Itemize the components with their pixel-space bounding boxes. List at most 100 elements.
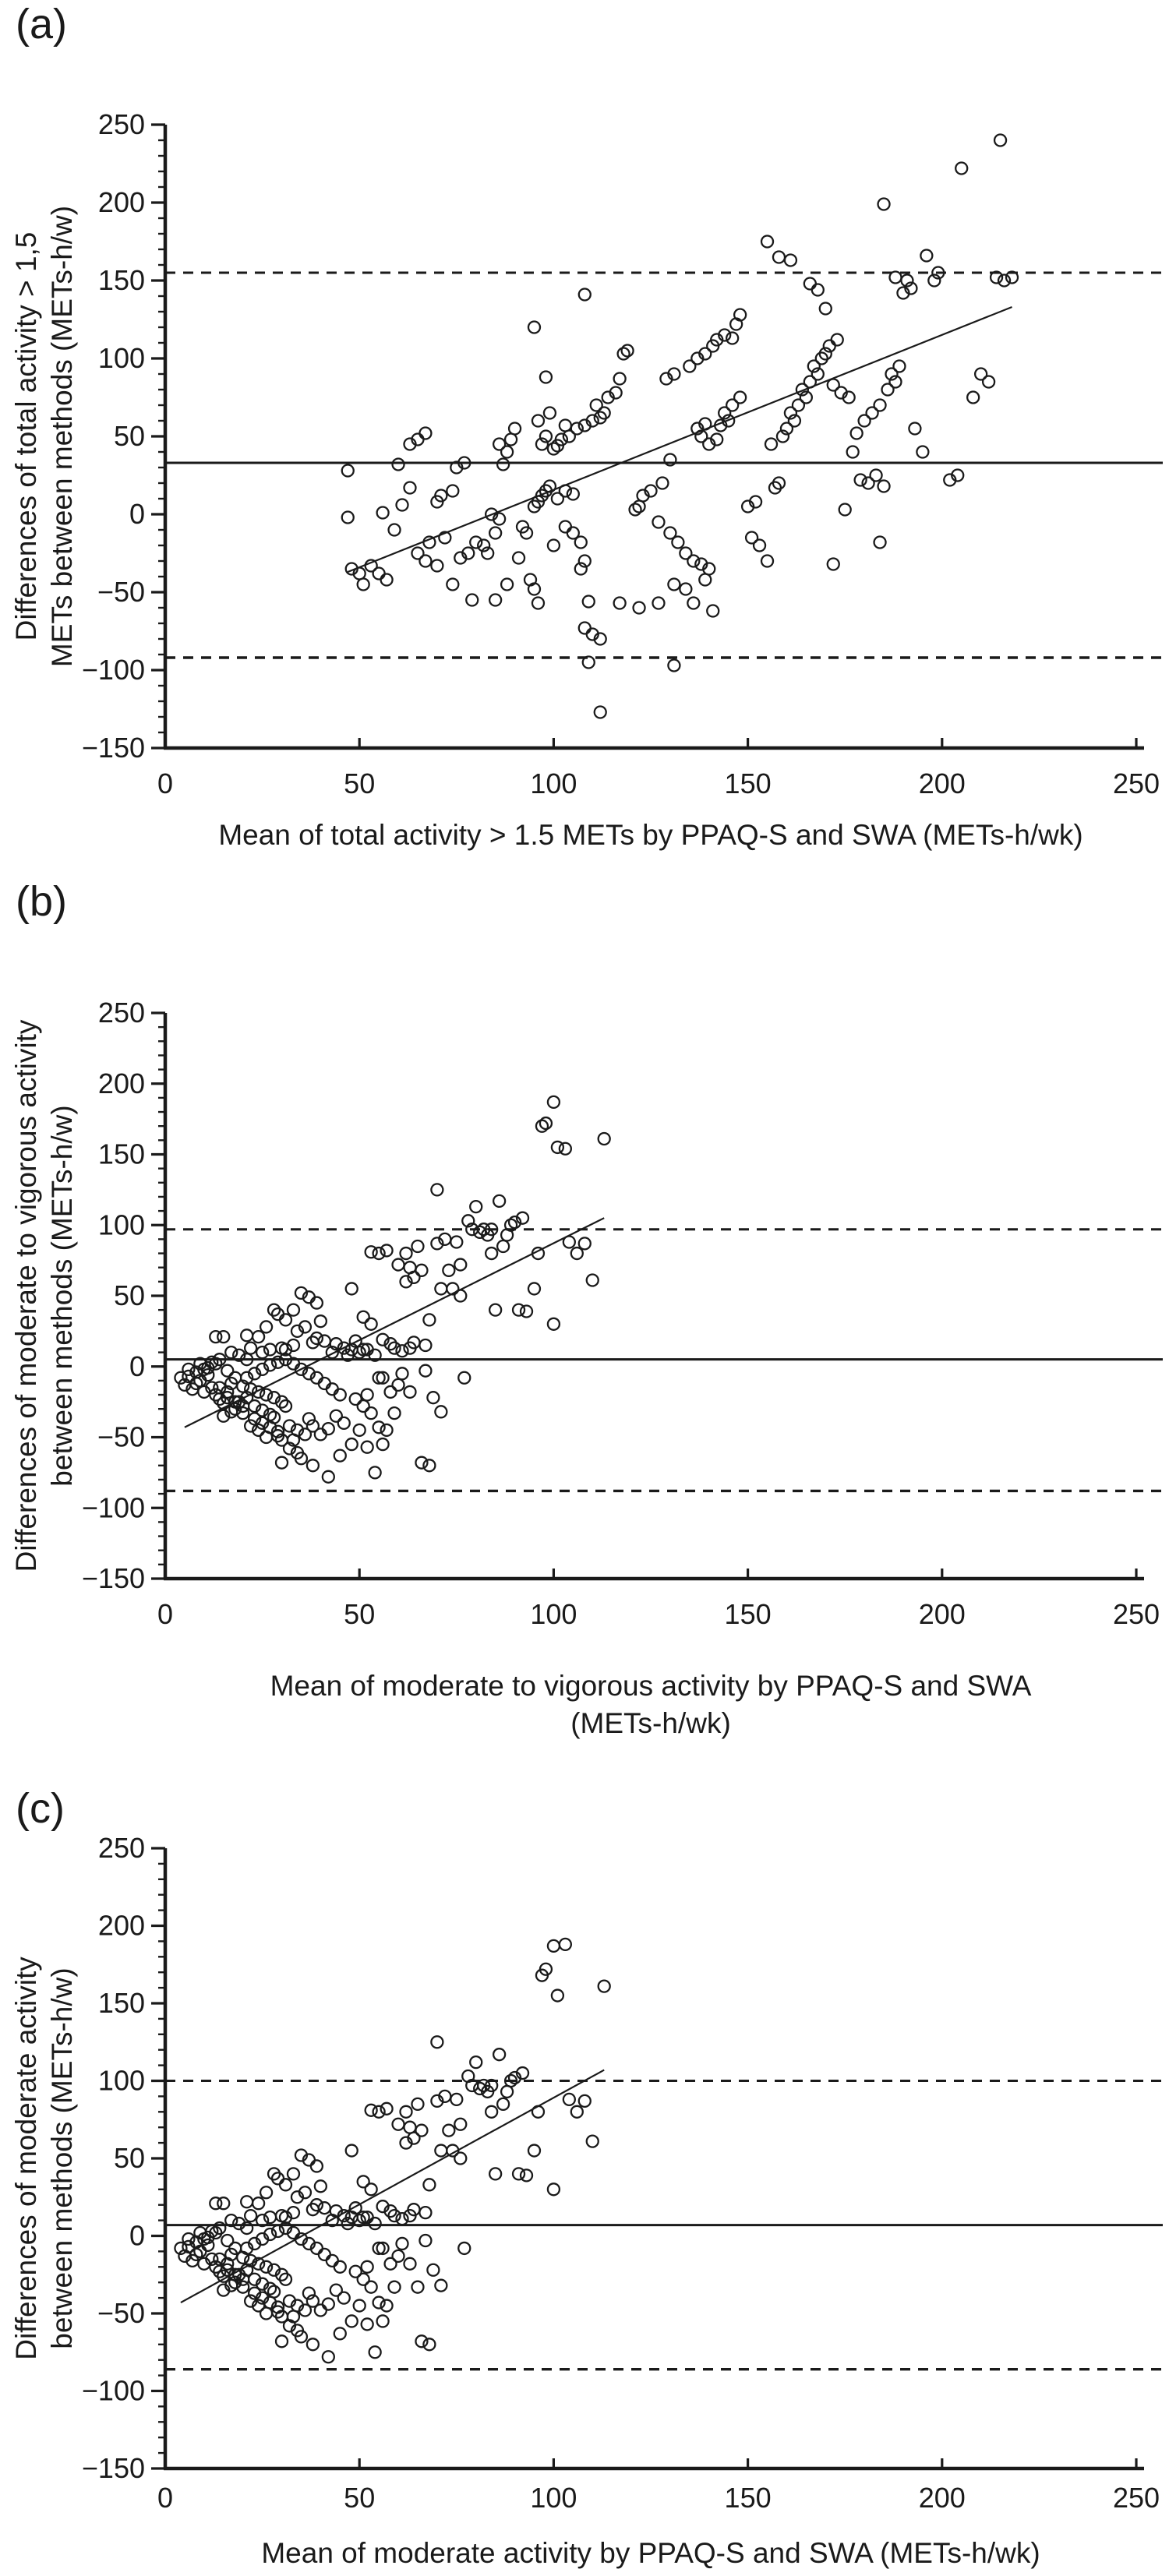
data-point bbox=[450, 2092, 464, 2107]
data-point bbox=[243, 1341, 258, 1355]
data-point bbox=[395, 2211, 409, 2226]
panel-c-y-tick-label: 200 bbox=[98, 1910, 145, 1942]
data-point bbox=[726, 331, 740, 345]
data-point bbox=[274, 1456, 289, 1470]
data-point bbox=[387, 2208, 401, 2223]
data-point bbox=[364, 1317, 378, 1331]
data-point bbox=[317, 2201, 331, 2215]
data-point bbox=[267, 1410, 281, 1424]
data-point bbox=[546, 1939, 561, 1953]
data-point bbox=[403, 481, 417, 495]
data-point bbox=[535, 437, 549, 451]
data-point bbox=[395, 498, 409, 512]
data-point bbox=[356, 577, 370, 591]
data-point bbox=[224, 1405, 238, 1419]
data-point bbox=[492, 437, 507, 451]
data-point bbox=[294, 1286, 309, 1300]
data-point bbox=[387, 1341, 401, 1355]
data-point bbox=[368, 2216, 382, 2231]
data-point bbox=[718, 328, 732, 342]
data-point bbox=[290, 2324, 305, 2338]
data-point bbox=[380, 2101, 394, 2115]
data-point bbox=[473, 1225, 487, 1239]
data-point bbox=[376, 2314, 390, 2328]
panel-b-y-tick-label: 150 bbox=[98, 1138, 145, 1170]
data-point bbox=[344, 2314, 358, 2328]
data-point bbox=[997, 273, 1012, 288]
data-point bbox=[313, 2179, 328, 2193]
data-point bbox=[263, 1343, 277, 1357]
data-point bbox=[205, 1381, 219, 1395]
data-point bbox=[442, 1263, 456, 1277]
data-point bbox=[415, 1263, 429, 1277]
data-point bbox=[286, 1303, 301, 1317]
data-point bbox=[955, 161, 969, 175]
data-point bbox=[221, 1391, 235, 1405]
data-point bbox=[597, 1131, 611, 1146]
data-point bbox=[352, 2213, 366, 2228]
data-point bbox=[446, 577, 460, 591]
data-point bbox=[687, 596, 701, 610]
data-point bbox=[527, 320, 542, 334]
data-point bbox=[663, 453, 677, 467]
data-point bbox=[376, 2200, 390, 2214]
data-point bbox=[927, 273, 941, 288]
data-point bbox=[861, 476, 875, 490]
panel-a-x-tick-label: 100 bbox=[530, 768, 577, 799]
data-point bbox=[500, 445, 514, 459]
data-point bbox=[290, 1423, 305, 1438]
panel-a-regression-line bbox=[347, 305, 1012, 573]
data-point bbox=[779, 422, 794, 436]
data-point bbox=[344, 2144, 358, 2158]
data-point bbox=[348, 1392, 362, 1406]
data-point bbox=[201, 2238, 215, 2253]
data-point bbox=[213, 1353, 227, 1367]
data-point bbox=[496, 1239, 510, 1254]
panel-a-y-tick-label: 200 bbox=[98, 186, 145, 218]
panel-a-y-tick-label: 100 bbox=[98, 342, 145, 374]
data-point bbox=[718, 406, 732, 420]
panel-b-y-tick-label: −100 bbox=[82, 1491, 145, 1523]
data-point bbox=[270, 1355, 285, 1369]
panel-b-y-axis-title: Differences of moderate to vigorous acti… bbox=[9, 1020, 80, 1572]
data-point bbox=[807, 359, 821, 373]
data-point bbox=[446, 2144, 460, 2158]
data-point bbox=[411, 1239, 425, 1254]
data-point bbox=[527, 582, 542, 596]
data-point bbox=[364, 2103, 378, 2117]
data-point bbox=[302, 1412, 316, 1426]
data-point bbox=[492, 2048, 507, 2062]
panel-b-x-axis-title-line2: (METs-h/wk) bbox=[570, 1707, 731, 1739]
data-point bbox=[182, 1362, 196, 1377]
data-point bbox=[904, 281, 918, 295]
data-point bbox=[783, 406, 798, 420]
data-point bbox=[585, 414, 599, 428]
data-point bbox=[558, 1937, 573, 1952]
data-point bbox=[989, 270, 1004, 284]
panel-b-x-axis-title: Mean of moderate to vigorous activity by… bbox=[270, 1667, 1032, 1742]
panel-c-x-tick-label: 150 bbox=[725, 2482, 772, 2514]
panel-c-x-tick-label: 200 bbox=[919, 2482, 966, 2514]
panel-a-y-tick-label: −50 bbox=[97, 576, 145, 608]
data-point bbox=[259, 2306, 274, 2320]
data-point bbox=[613, 596, 627, 610]
data-point bbox=[419, 2205, 433, 2220]
panel-a-y-tick-label: 50 bbox=[114, 420, 145, 452]
data-point bbox=[240, 2241, 254, 2256]
data-point bbox=[811, 367, 825, 381]
data-point bbox=[698, 347, 712, 361]
data-point bbox=[442, 2123, 456, 2137]
data-point bbox=[321, 1421, 335, 1436]
data-point bbox=[267, 1391, 281, 1405]
data-point bbox=[791, 398, 806, 412]
data-point bbox=[888, 375, 902, 389]
panel-b-x-tick-label: 50 bbox=[344, 1598, 375, 1630]
data-point bbox=[465, 593, 479, 607]
panel-b-y-tick-label: 250 bbox=[98, 997, 145, 1029]
data-point bbox=[546, 1317, 561, 1331]
data-point bbox=[337, 1416, 351, 1430]
data-point bbox=[760, 554, 775, 568]
data-point bbox=[325, 2253, 339, 2267]
data-point bbox=[309, 1296, 324, 1310]
data-point bbox=[240, 2221, 254, 2235]
